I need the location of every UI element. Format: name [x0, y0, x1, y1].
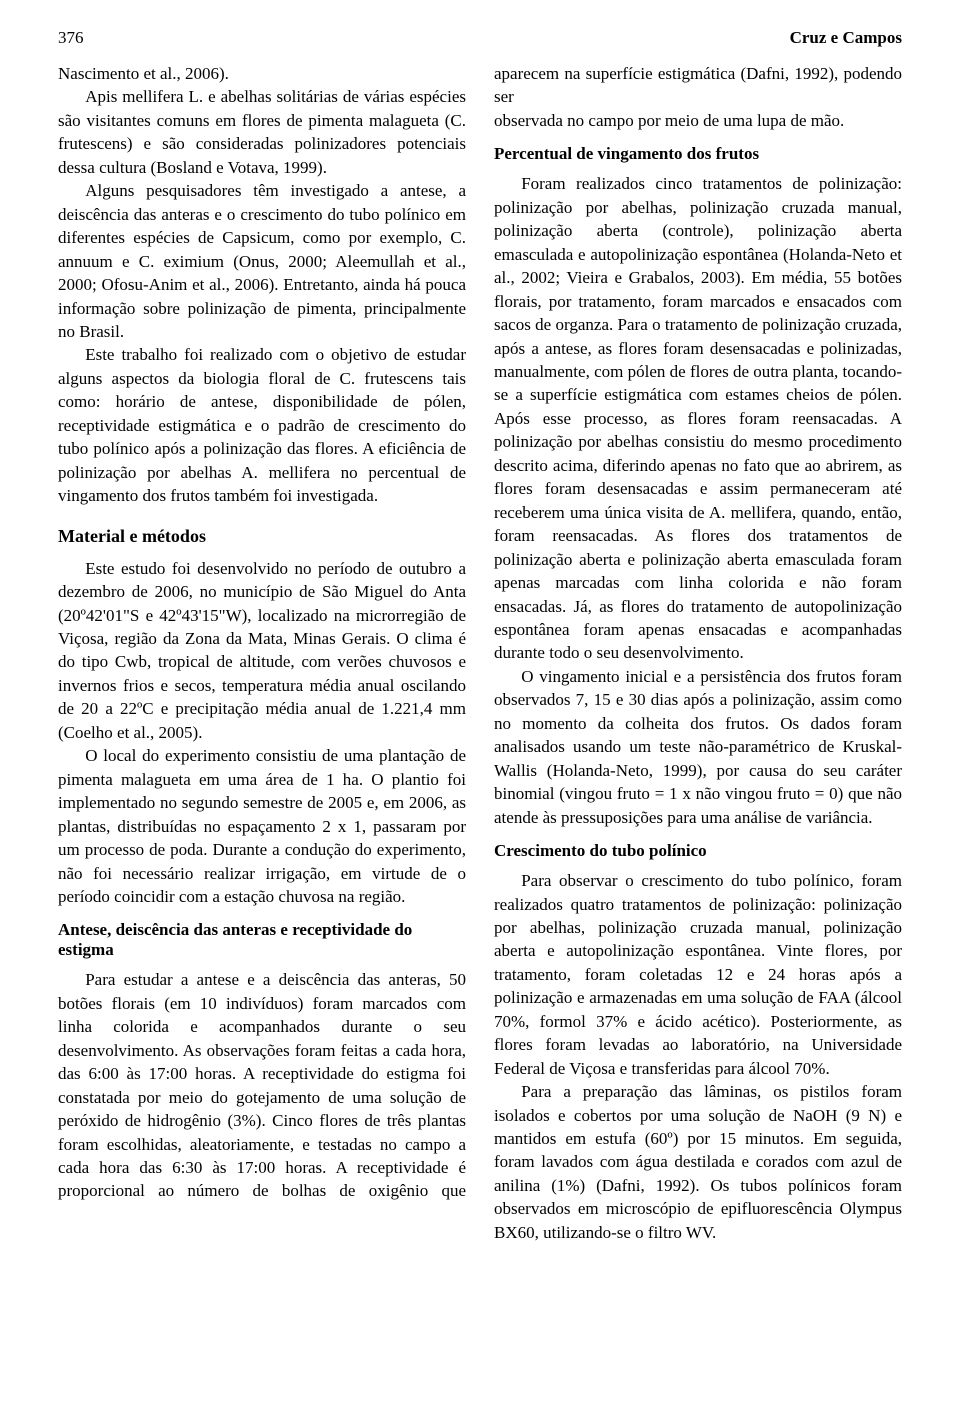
- running-head: Cruz e Campos: [790, 28, 902, 48]
- spacer: [58, 508, 466, 510]
- page: 376 Cruz e Campos Nascimento et al., 200…: [0, 0, 960, 1413]
- body-paragraph: observada no campo por meio de uma lupa …: [494, 109, 902, 132]
- body-paragraph: Para a preparação das lâminas, os pistil…: [494, 1080, 902, 1244]
- text-columns: Nascimento et al., 2006). Apis mellifera…: [58, 62, 902, 1244]
- body-paragraph: Apis mellifera L. e abelhas solitárias d…: [58, 85, 466, 179]
- body-paragraph: Foram realizados cinco tratamentos de po…: [494, 172, 902, 665]
- page-number: 376: [58, 28, 84, 48]
- body-paragraph: O vingamento inicial e a persistência do…: [494, 665, 902, 829]
- body-paragraph: Alguns pesquisadores têm investigado a a…: [58, 179, 466, 343]
- subsection-heading-percentual: Percentual de vingamento dos frutos: [494, 144, 902, 164]
- body-paragraph: Para observar o crescimento do tubo polí…: [494, 869, 902, 1080]
- body-paragraph: Nascimento et al., 2006).: [58, 62, 466, 85]
- body-paragraph: Este trabalho foi realizado com o objeti…: [58, 343, 466, 507]
- body-paragraph: Este estudo foi desenvolvido no período …: [58, 557, 466, 745]
- section-heading-material-metodos: Material e métodos: [58, 526, 466, 547]
- page-header: 376 Cruz e Campos: [58, 28, 902, 48]
- body-paragraph: O local do experimento consistiu de uma …: [58, 744, 466, 908]
- subsection-heading-antese: Antese, deiscência das anteras e recepti…: [58, 920, 466, 960]
- subsection-heading-crescimento: Crescimento do tubo polínico: [494, 841, 902, 861]
